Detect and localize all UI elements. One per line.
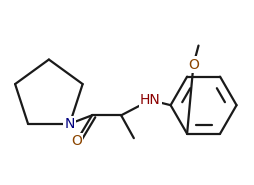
- Text: N: N: [64, 117, 75, 131]
- Text: O: O: [71, 134, 82, 148]
- Text: HN: HN: [139, 93, 160, 107]
- Text: O: O: [187, 58, 198, 72]
